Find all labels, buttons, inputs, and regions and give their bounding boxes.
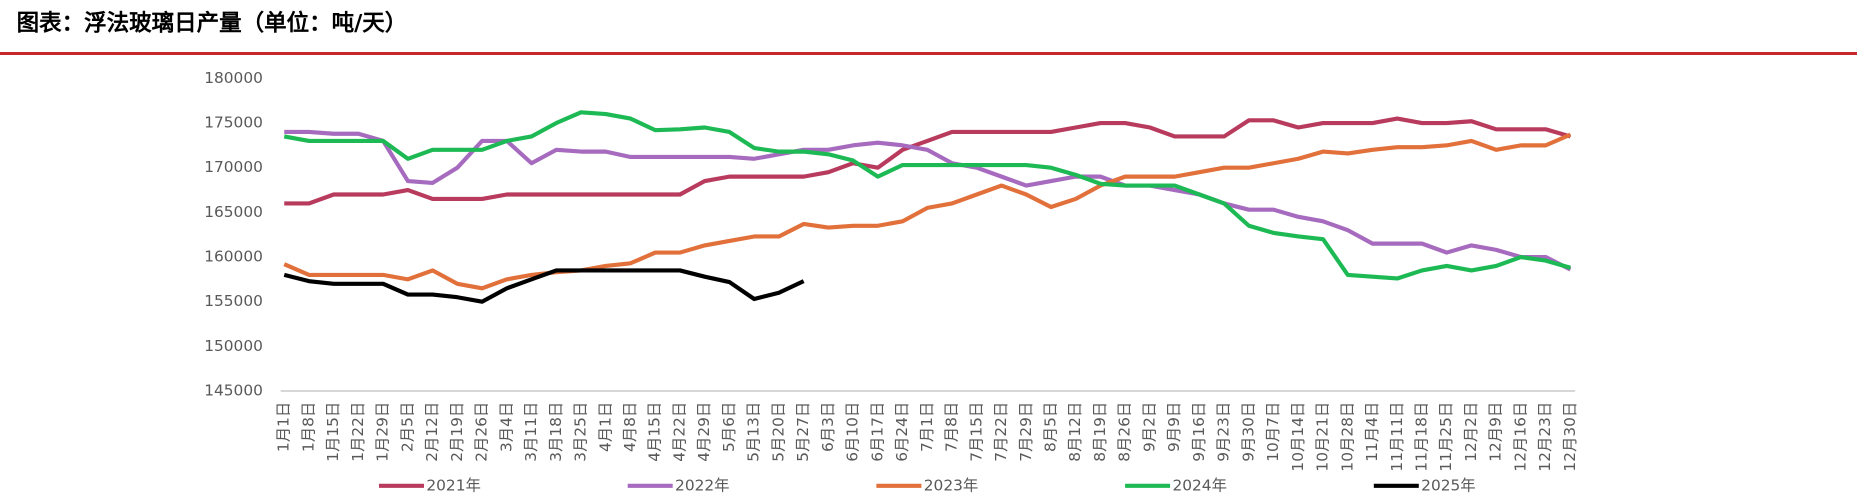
- x-tick-label: 12月2日: [1462, 402, 1480, 462]
- y-tick-label: 155000: [204, 292, 263, 310]
- x-tick-label: 2月5日: [398, 402, 416, 452]
- x-tick-label: 1月15日: [324, 402, 342, 462]
- legend-label: 2025年: [1421, 476, 1476, 494]
- x-tick-label: 9月16日: [1190, 402, 1208, 462]
- series-line: [284, 129, 1572, 272]
- x-tick-label: 3月4日: [497, 402, 515, 452]
- x-tick-label: 12月23日: [1536, 402, 1554, 472]
- x-tick-label: 3月18日: [547, 402, 565, 462]
- x-tick-label: 7月29日: [1017, 402, 1035, 462]
- x-tick-label: 5月6日: [720, 402, 738, 452]
- y-tick-label: 170000: [204, 158, 263, 176]
- legend-label: 2023年: [924, 476, 979, 494]
- x-tick-label: 6月17日: [868, 402, 886, 462]
- x-tick-label: 12月30日: [1561, 402, 1579, 472]
- x-tick-label: 10月21日: [1314, 402, 1332, 472]
- x-tick-label: 5月27日: [794, 402, 812, 462]
- x-tick-label: 4月8日: [621, 402, 639, 452]
- x-tick-label: 2月26日: [473, 402, 491, 462]
- y-tick-label: 145000: [204, 382, 263, 400]
- x-tick-label: 10月28日: [1338, 402, 1356, 472]
- x-tick-label: 6月24日: [893, 402, 911, 462]
- x-tick-label: 9月30日: [1239, 402, 1257, 462]
- x-tick-label: 9月23日: [1215, 402, 1233, 462]
- legend-label: 2024年: [1172, 476, 1227, 494]
- legend-label: 2021年: [426, 476, 481, 494]
- series-line: [283, 110, 1571, 281]
- x-tick-label: 5月20日: [769, 402, 787, 462]
- x-tick-label: 12月9日: [1487, 402, 1505, 462]
- x-tick-label: 11月4日: [1363, 402, 1381, 462]
- x-tick-label: 2月19日: [448, 402, 466, 462]
- x-tick-label: 8月5日: [1041, 402, 1059, 452]
- x-tick-label: 8月26日: [1116, 402, 1134, 462]
- series-line: [284, 116, 1571, 206]
- x-tick-label: 1月29日: [374, 402, 392, 462]
- x-tick-label: 1月1日: [275, 402, 293, 452]
- y-tick-label: 165000: [204, 203, 263, 221]
- x-tick-label: 9月9日: [1165, 402, 1183, 452]
- legend-label: 2022年: [675, 476, 730, 494]
- x-tick-label: 10月14日: [1289, 402, 1307, 472]
- series-line: [283, 132, 1572, 291]
- x-tick-label: 5月13日: [745, 402, 763, 462]
- x-tick-label: 1月22日: [349, 402, 367, 462]
- x-tick-label: 3月11日: [522, 402, 540, 462]
- y-tick-label: 150000: [204, 337, 263, 355]
- x-tick-label: 1月8日: [299, 402, 317, 452]
- x-tick-label: 4月22日: [670, 402, 688, 462]
- x-tick-label: 4月15日: [646, 402, 664, 462]
- x-tick-label: 11月18日: [1412, 402, 1430, 472]
- x-tick-label: 8月12日: [1066, 402, 1084, 462]
- x-tick-label: 3月25日: [572, 402, 590, 462]
- x-tick-label: 8月19日: [1091, 402, 1109, 462]
- x-tick-label: 10月7日: [1264, 402, 1282, 462]
- x-tick-label: 7月15日: [967, 402, 985, 462]
- y-tick-label: 175000: [204, 114, 263, 132]
- x-tick-label: 11月11日: [1388, 402, 1406, 472]
- x-tick-label: 6月3日: [819, 402, 837, 452]
- x-tick-label: 4月29日: [695, 402, 713, 462]
- x-tick-label: 6月10日: [844, 402, 862, 462]
- x-tick-label: 7月22日: [992, 402, 1010, 462]
- x-tick-label: 2月12日: [423, 402, 441, 462]
- x-tick-label: 7月8日: [943, 402, 961, 452]
- y-tick-label: 180000: [204, 69, 263, 87]
- series-line: [283, 268, 805, 304]
- chart-title: 图表：浮法玻璃日产量（单位：吨/天）: [17, 9, 408, 36]
- y-tick-label: 160000: [204, 248, 263, 266]
- x-tick-label: 12月16日: [1511, 402, 1529, 472]
- x-tick-label: 11月25日: [1437, 402, 1455, 472]
- x-tick-label: 7月1日: [918, 402, 936, 452]
- x-tick-label: 4月1日: [596, 402, 614, 452]
- x-tick-label: 9月2日: [1140, 402, 1158, 452]
